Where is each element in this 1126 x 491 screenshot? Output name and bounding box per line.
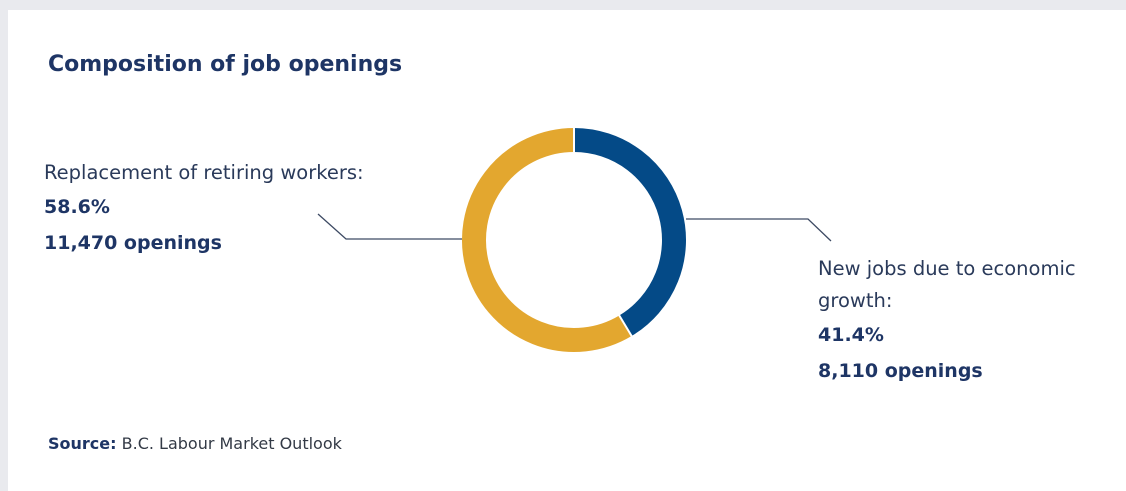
source-text: B.C. Labour Market Outlook: [121, 434, 342, 453]
leader-lines: [317, 213, 832, 242]
label-replacement-count: 11,470 openings: [44, 232, 222, 254]
donut-segment-0: [573, 128, 686, 337]
label-new-jobs: New jobs due to economic growth: 41.4% 8…: [818, 253, 1118, 389]
label-new-jobs-percent: 41.4%: [818, 324, 884, 346]
chart-title: Composition of job openings: [48, 52, 403, 77]
label-replacement-workers: Replacement of retiring workers: 58.6% 1…: [44, 157, 464, 261]
label-replacement-name: Replacement of retiring workers:: [44, 161, 364, 184]
label-replacement-percent: 58.6%: [44, 196, 110, 218]
donut-chart: [317, 127, 832, 352]
label-new-jobs-count: 8,110 openings: [818, 360, 983, 382]
segment-separator-1: [617, 314, 633, 338]
label-new-jobs-name-line1: New jobs due to economic: [818, 257, 1076, 280]
label-new-jobs-name-line2: growth:: [818, 289, 893, 312]
chart-card: Composition of job openings Replacement …: [8, 10, 1126, 491]
leader-line-replacement: [317, 213, 462, 240]
source-note: Source: B.C. Labour Market Outlook: [48, 434, 342, 453]
donut-segments: [462, 127, 686, 352]
donut-segment-1: [462, 128, 632, 352]
source-label: Source:: [48, 434, 117, 453]
leader-line-new-jobs: [686, 218, 832, 242]
